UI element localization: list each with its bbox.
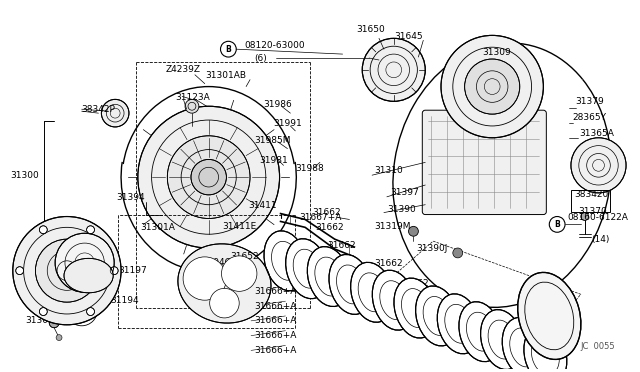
Circle shape: [86, 308, 95, 315]
Circle shape: [55, 233, 114, 292]
Text: 31411E: 31411E: [223, 222, 257, 231]
Text: 31668: 31668: [428, 313, 457, 323]
Ellipse shape: [351, 262, 394, 322]
Text: (14): (14): [591, 235, 610, 244]
Ellipse shape: [518, 272, 581, 359]
Text: 31666+A: 31666+A: [254, 302, 296, 311]
Ellipse shape: [415, 286, 458, 346]
Ellipse shape: [394, 278, 437, 338]
Text: 31197: 31197: [118, 266, 147, 275]
Circle shape: [210, 288, 239, 318]
Circle shape: [101, 99, 129, 127]
Text: 31988: 31988: [295, 164, 324, 173]
Text: 31985M: 31985M: [254, 136, 291, 145]
Circle shape: [16, 267, 24, 275]
Ellipse shape: [459, 302, 502, 362]
Text: 31662: 31662: [374, 259, 403, 268]
Circle shape: [56, 335, 62, 340]
Circle shape: [35, 239, 99, 302]
Circle shape: [13, 217, 121, 325]
Text: 31662: 31662: [401, 279, 429, 288]
Text: 31379: 31379: [575, 97, 604, 106]
Circle shape: [465, 59, 520, 114]
Text: 08160-6122A: 08160-6122A: [567, 213, 628, 222]
Circle shape: [49, 318, 59, 328]
Circle shape: [40, 308, 47, 315]
Text: 31194: 31194: [110, 296, 139, 305]
Text: 31301A: 31301A: [140, 223, 175, 232]
Text: 31370: 31370: [578, 207, 607, 216]
Text: JC  0055: JC 0055: [580, 342, 615, 352]
Text: 38342P: 38342P: [82, 105, 116, 114]
Text: 31666+A: 31666+A: [254, 287, 296, 296]
Text: 31662: 31662: [312, 208, 340, 217]
Circle shape: [580, 212, 589, 221]
Text: B: B: [225, 45, 231, 54]
Circle shape: [40, 226, 47, 234]
Circle shape: [441, 35, 543, 138]
Text: Z4239Z: Z4239Z: [165, 65, 200, 74]
Ellipse shape: [437, 294, 480, 354]
Text: 31397: 31397: [390, 188, 419, 198]
Text: 31991: 31991: [274, 119, 303, 128]
Text: 08120-63000: 08120-63000: [244, 41, 305, 50]
Text: 31986: 31986: [263, 100, 292, 109]
Circle shape: [138, 106, 280, 248]
Circle shape: [86, 226, 95, 234]
Circle shape: [571, 138, 626, 193]
Text: 31411: 31411: [248, 201, 276, 210]
Ellipse shape: [502, 317, 545, 372]
Ellipse shape: [264, 231, 307, 291]
Text: 31310: 31310: [374, 166, 403, 175]
Text: 383420: 383420: [574, 190, 608, 199]
Circle shape: [110, 267, 118, 275]
Text: 31301AB: 31301AB: [205, 71, 247, 80]
Circle shape: [362, 38, 425, 101]
Ellipse shape: [64, 258, 113, 293]
Circle shape: [167, 136, 250, 218]
Text: 31390J: 31390J: [417, 244, 448, 253]
Ellipse shape: [329, 254, 372, 314]
Text: 31667+A: 31667+A: [300, 213, 342, 222]
Circle shape: [185, 99, 199, 113]
Circle shape: [221, 256, 257, 291]
Text: 31123A: 31123A: [175, 93, 210, 102]
Text: 31319M: 31319M: [374, 222, 411, 231]
Text: 31194G: 31194G: [196, 258, 232, 267]
Text: 31309: 31309: [483, 48, 511, 57]
Text: 31662: 31662: [315, 223, 344, 232]
Ellipse shape: [372, 270, 415, 330]
Text: 31645: 31645: [395, 32, 424, 41]
Text: 31652: 31652: [230, 252, 259, 262]
Text: 31365A: 31365A: [579, 129, 614, 138]
Ellipse shape: [178, 244, 271, 323]
Text: (6): (6): [254, 54, 267, 62]
Text: 31301AA: 31301AA: [26, 316, 67, 326]
Text: 31100: 31100: [20, 272, 49, 281]
Circle shape: [183, 257, 227, 300]
Text: 31662: 31662: [327, 241, 355, 250]
Ellipse shape: [285, 239, 328, 299]
Circle shape: [408, 226, 419, 236]
FancyBboxPatch shape: [422, 110, 547, 215]
Ellipse shape: [524, 326, 567, 372]
Text: 28365Y: 28365Y: [572, 113, 606, 122]
Text: B: B: [554, 220, 560, 229]
Text: 31650: 31650: [356, 25, 385, 34]
Ellipse shape: [481, 310, 524, 369]
Circle shape: [191, 160, 227, 195]
Text: 31300: 31300: [10, 171, 38, 180]
Ellipse shape: [307, 247, 350, 307]
Text: 31390: 31390: [387, 205, 415, 214]
Text: 31666+A: 31666+A: [254, 316, 296, 326]
Circle shape: [453, 248, 463, 258]
Text: 31666+A: 31666+A: [254, 346, 296, 355]
Text: 31666+A: 31666+A: [254, 331, 296, 340]
Circle shape: [57, 261, 77, 280]
Text: 31394: 31394: [116, 193, 145, 202]
Text: 31981: 31981: [259, 156, 287, 165]
